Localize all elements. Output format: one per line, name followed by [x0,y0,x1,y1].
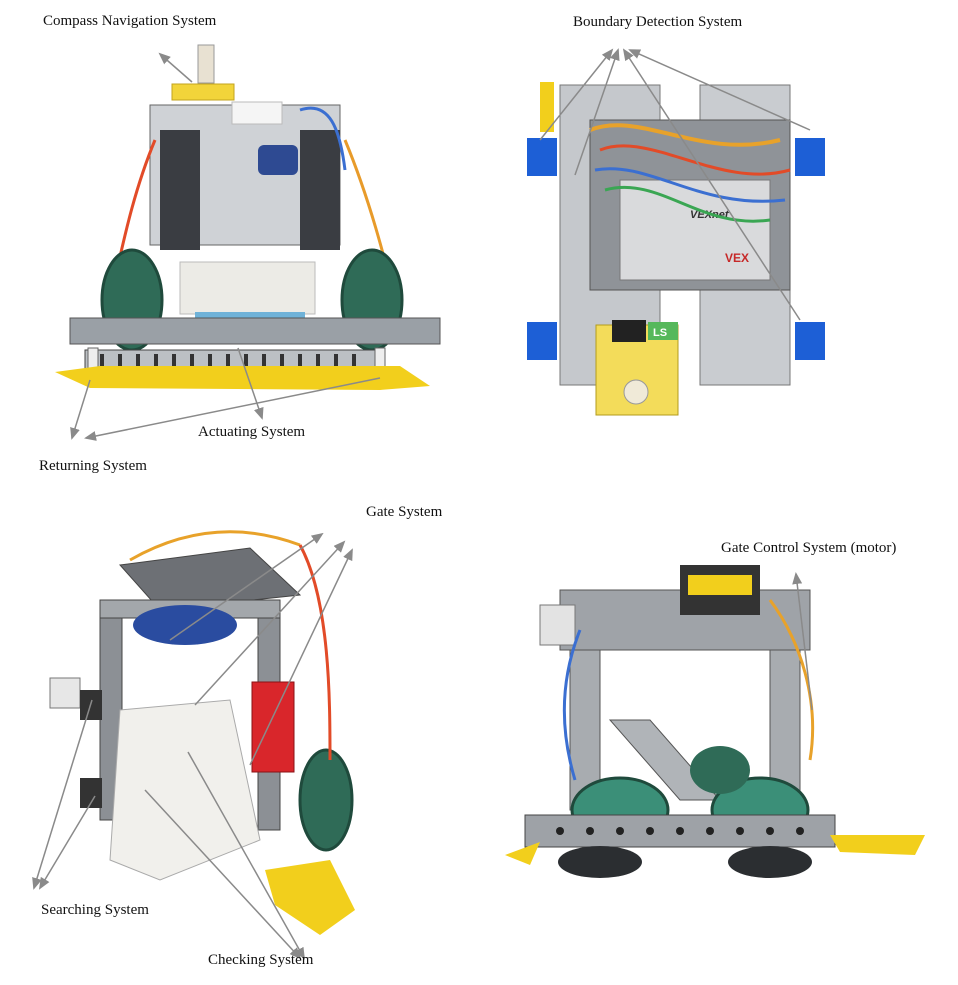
arrow-checking-1 [144,789,302,960]
arrow-boundary-3 [622,48,801,321]
arrow-boundary-4 [628,49,811,131]
label-boundary-detection: Boundary Detection System [573,14,743,30]
pcb-mark-text: LS [653,327,667,339]
vex-logo-text: VEX [725,251,749,265]
label-returning: Returning System [39,458,147,474]
label-checking: Checking System [208,952,314,968]
arrow-compass [158,52,193,83]
robot-angled-illustration [49,530,355,935]
arrow-searching-1 [32,699,93,890]
label-compass-navigation: Compass Navigation System [43,13,217,29]
arrow-returning-2 [84,377,381,441]
arrow-boundary-1 [539,48,614,141]
label-gate-control: Gate Control System (motor) [721,540,897,556]
label-gate: Gate System [366,504,443,520]
arrow-gate-2 [194,540,346,706]
arrow-gate-3 [249,548,353,766]
robot-side-illustration [505,565,925,878]
arrow-searching-2 [38,795,96,890]
arrow-actuating [237,347,264,420]
robot-front-illustration [55,44,441,390]
arrow-boundary-2 [574,48,620,176]
arrow-checking-2 [187,751,305,960]
arrow-returning-1 [70,379,91,440]
label-actuating: Actuating System [198,424,306,440]
label-searching: Searching System [41,902,149,918]
arrow-gate-1 [169,532,324,641]
arrow-gate-control [792,572,813,711]
